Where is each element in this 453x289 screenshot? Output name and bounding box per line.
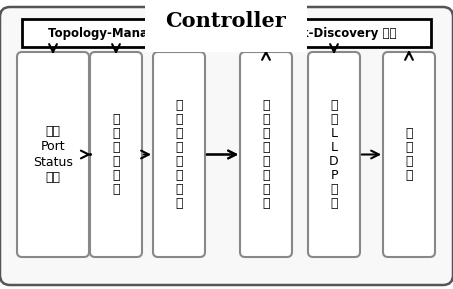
Text: Controller: Controller [166, 11, 286, 31]
FancyBboxPatch shape [90, 52, 142, 257]
FancyBboxPatch shape [17, 52, 89, 257]
Text: 度
数
最
小
点
覆
盖
集: 度 数 最 小 点 覆 盖 集 [262, 99, 270, 210]
Text: 获
取
拓
扑
结
构: 获 取 拓 扑 结 构 [112, 113, 120, 196]
FancyBboxPatch shape [22, 19, 214, 47]
FancyBboxPatch shape [383, 52, 435, 257]
Text: 抽
象
拓
扑
为
无
向
图: 抽 象 拓 扑 为 无 向 图 [175, 99, 183, 210]
Text: 监听
Port
Status
消息: 监听 Port Status 消息 [33, 125, 73, 184]
Text: Topology-Manager 模块: Topology-Manager 模块 [48, 27, 188, 40]
FancyBboxPatch shape [308, 52, 360, 257]
FancyBboxPatch shape [247, 19, 431, 47]
FancyBboxPatch shape [153, 52, 205, 257]
Text: 发
送
L
L
D
P
报
文: 发 送 L L D P 报 文 [329, 99, 339, 210]
FancyBboxPatch shape [240, 52, 292, 257]
Text: 拓
扑
计
算: 拓 扑 计 算 [405, 127, 413, 182]
FancyBboxPatch shape [0, 7, 453, 285]
Text: Link-Discovery 模块: Link-Discovery 模块 [281, 27, 397, 40]
